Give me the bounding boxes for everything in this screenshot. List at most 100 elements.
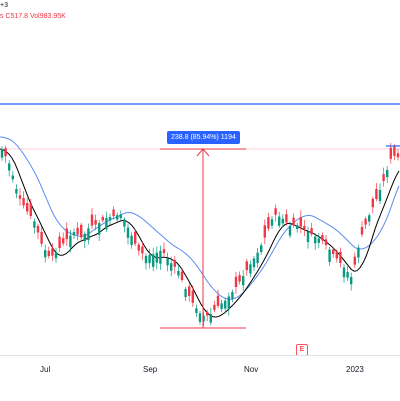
candle-body — [375, 188, 378, 199]
candle-body — [72, 232, 76, 236]
candle-body — [371, 198, 374, 208]
candle-body — [22, 198, 25, 206]
candle-body — [238, 275, 241, 282]
candle-body — [51, 248, 54, 256]
candle-body — [368, 215, 371, 222]
candle-body — [58, 236, 61, 248]
candle-body — [18, 195, 22, 199]
candle-body — [252, 258, 256, 268]
candle-body — [321, 235, 324, 241]
candle-body — [33, 221, 36, 228]
x-tick-2023: 2023 — [346, 365, 364, 374]
candle-body — [393, 146, 396, 156]
candle-body — [83, 233, 86, 242]
candle-body — [206, 312, 209, 316]
legend-close: C517.8 — [5, 13, 29, 20]
candle-body — [54, 252, 58, 259]
x-tick-jul: Jul — [40, 365, 51, 374]
legend-top-line: +3 — [0, 2, 8, 9]
candle-body — [382, 174, 385, 181]
measure-label: 238.8 (85.94%) 1194 — [167, 131, 240, 144]
candle-body — [389, 147, 392, 159]
candle-body — [0, 149, 4, 158]
candle-body — [148, 255, 151, 264]
candle-body — [209, 314, 212, 323]
candle-body — [159, 250, 162, 264]
candle-body — [65, 228, 68, 240]
candle-body — [216, 295, 220, 306]
candle-body — [144, 256, 148, 264]
candle-body — [256, 252, 259, 264]
candle-body — [314, 236, 317, 244]
candle-body — [44, 250, 47, 258]
candle-body — [227, 296, 230, 309]
candle-body — [130, 235, 133, 245]
candle-body — [123, 219, 126, 227]
candle-body — [274, 208, 277, 215]
candle-body — [137, 244, 140, 251]
candle-body — [47, 250, 50, 257]
candle-body — [4, 148, 7, 157]
candle-body — [364, 218, 367, 225]
candle-body — [202, 315, 205, 322]
candle-body — [170, 263, 173, 271]
time-axis[interactable]: Jul Sep Nov 2023 — [0, 355, 400, 401]
candle-body — [11, 175, 14, 180]
candle-body — [98, 223, 101, 235]
candle-body — [198, 313, 202, 322]
candle-body — [101, 217, 104, 221]
candle-body — [378, 190, 382, 201]
candle-body — [152, 254, 155, 267]
x-tick-sep: Sep — [143, 365, 158, 374]
candle-body — [166, 258, 169, 266]
legend-prefix: s — [0, 13, 4, 20]
candle-body — [119, 214, 122, 219]
candle-body — [299, 217, 302, 227]
candle-body — [396, 153, 400, 158]
candle-body — [303, 225, 306, 229]
candle-body — [126, 227, 130, 238]
candle-body — [317, 238, 320, 243]
candle-body — [335, 252, 338, 259]
candle-body — [191, 290, 194, 303]
candle-body — [94, 220, 97, 225]
candle-body — [62, 238, 65, 244]
candle-body — [184, 289, 187, 298]
measure-arrow-head — [196, 148, 210, 157]
candle-body — [324, 239, 328, 245]
candle-body — [177, 271, 180, 276]
candle-body — [278, 216, 281, 226]
candle-body — [15, 189, 18, 194]
price-chart[interactable] — [0, 0, 400, 355]
candle-body — [281, 218, 284, 224]
candle-body — [328, 249, 331, 262]
candle-body — [90, 214, 94, 226]
candle-body — [134, 231, 137, 244]
candle-body — [292, 217, 295, 226]
x-tick-nov: Nov — [244, 365, 259, 374]
candle-body — [213, 304, 216, 311]
candle-body — [270, 219, 274, 226]
candle-body — [231, 292, 234, 300]
candle-body — [141, 246, 144, 254]
candle-body — [195, 308, 198, 314]
candle-body — [108, 217, 112, 221]
chart-legend: +3 s C517.8 Vol983.95K — [0, 0, 66, 22]
candle-body — [40, 231, 43, 244]
candle-body — [69, 235, 72, 248]
candle-body — [357, 247, 360, 258]
candle-body — [332, 249, 335, 254]
candle-body — [36, 225, 40, 233]
candle-body — [155, 252, 158, 263]
candle-body — [260, 245, 263, 253]
ma-slow-line — [0, 136, 400, 300]
ma-fast-line — [0, 148, 400, 318]
candle-body — [350, 276, 353, 285]
candle-body — [242, 276, 245, 286]
candle-body — [360, 226, 364, 235]
candle-body — [8, 163, 11, 171]
candle-body — [346, 272, 349, 278]
candle-body — [263, 225, 266, 238]
candle-body — [296, 225, 299, 230]
